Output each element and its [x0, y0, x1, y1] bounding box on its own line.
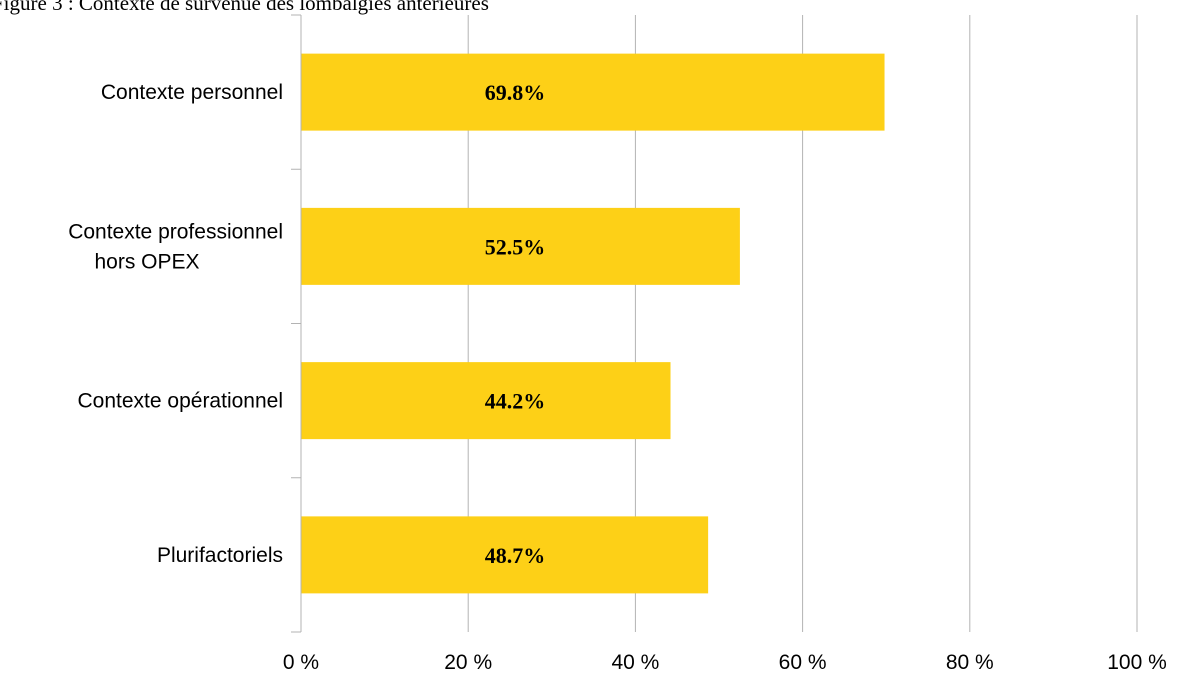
- figure-caption: Figure 3 : Contexte de survenue des lomb…: [0, 0, 489, 15]
- x-tick-label: 80 %: [946, 651, 994, 674]
- data-label: 52.5%: [485, 234, 546, 259]
- category-label: hors OPEX: [94, 250, 199, 273]
- category-label: Contexte personnel: [101, 81, 283, 104]
- data-label: 44.2%: [485, 389, 546, 414]
- data-label: 48.7%: [485, 543, 546, 568]
- x-tick-label: 20 %: [444, 651, 492, 674]
- category-label: Contexte professionnel: [68, 220, 283, 243]
- axes: [291, 14, 302, 633]
- bar: [301, 362, 671, 440]
- category-label: Plurifactoriels: [157, 544, 283, 567]
- x-tick-label: 100 %: [1107, 651, 1167, 674]
- labels: 69.8% 52.5% 44.2% 48.7% Contexte personnel Co…: [68, 80, 1167, 674]
- x-tick-label: 60 %: [779, 651, 827, 674]
- bar: [301, 53, 885, 131]
- x-tick-label: 0 %: [283, 651, 319, 674]
- x-tick-label: 40 %: [611, 651, 659, 674]
- bar: [301, 516, 709, 594]
- bars: [301, 53, 885, 594]
- category-label: Contexte opérationnel: [78, 390, 283, 413]
- bar: [301, 207, 740, 285]
- data-label: 69.8%: [485, 80, 546, 105]
